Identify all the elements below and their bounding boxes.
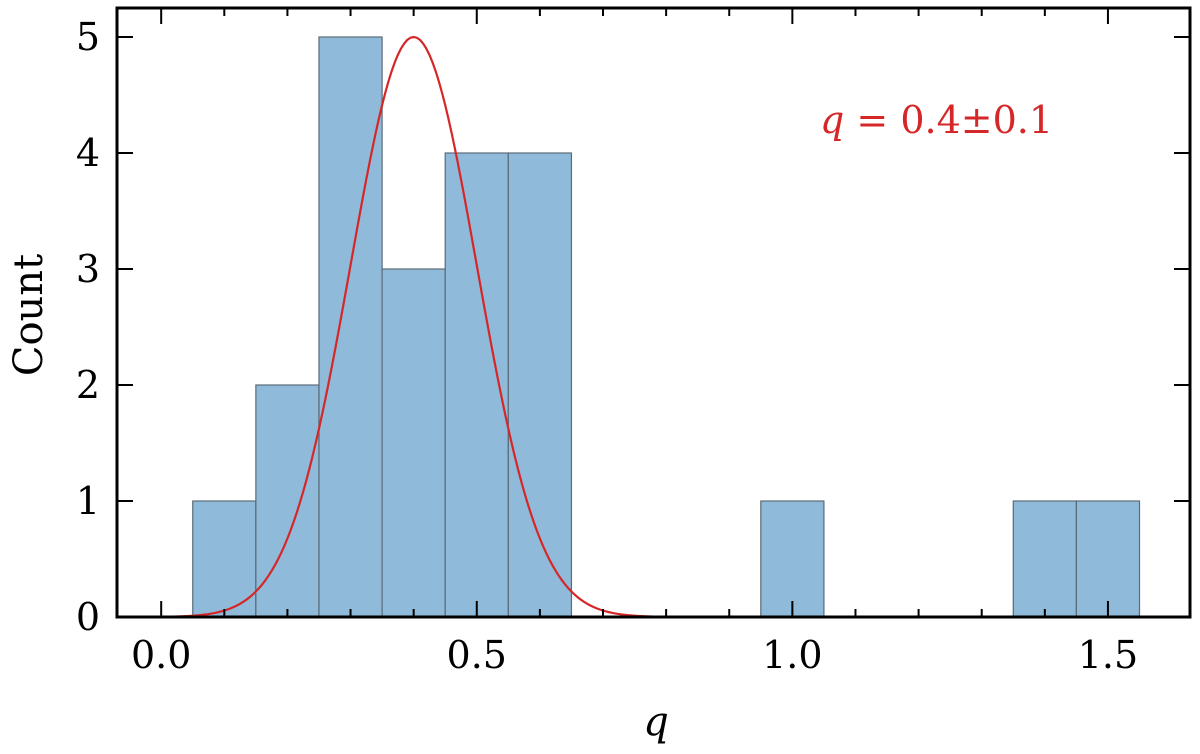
y-tick-label: 5: [76, 15, 100, 59]
x-tick-label: 0.0: [131, 633, 191, 677]
y-tick-label: 2: [76, 363, 100, 407]
y-tick-label: 4: [76, 131, 100, 175]
y-tick-label: 1: [76, 479, 100, 523]
y-axis-label: Count: [6, 254, 52, 376]
x-tick-label: 1.0: [762, 633, 822, 677]
histogram-bar: [507, 152, 573, 618]
histogram-bar: [192, 500, 257, 618]
plot-frame: [115, 6, 1192, 619]
tick-labels-layer: 0.0 0.5 1.0 1.5 0 1 2 3 4 5: [76, 15, 1138, 677]
histogram-bar: [318, 36, 383, 618]
histogram-bar: [1012, 500, 1077, 618]
fit-annotation: q = 0.4±0.1: [820, 98, 1053, 142]
y-tick-label: 0: [76, 595, 100, 639]
x-tick-label: 1.5: [1078, 633, 1138, 677]
histogram-bar: [444, 152, 509, 618]
histogram-bar: [760, 500, 825, 618]
x-tick-label: 0.5: [447, 633, 507, 677]
histogram-bar: [255, 384, 320, 618]
histogram-bar: [381, 268, 446, 618]
histogram-bar: [1075, 500, 1141, 618]
y-tick-label: 3: [76, 247, 100, 291]
annotation-variable: q: [820, 98, 844, 142]
annotation-value: = 0.4±0.1: [844, 98, 1053, 142]
x-axis-label: q: [643, 699, 669, 745]
